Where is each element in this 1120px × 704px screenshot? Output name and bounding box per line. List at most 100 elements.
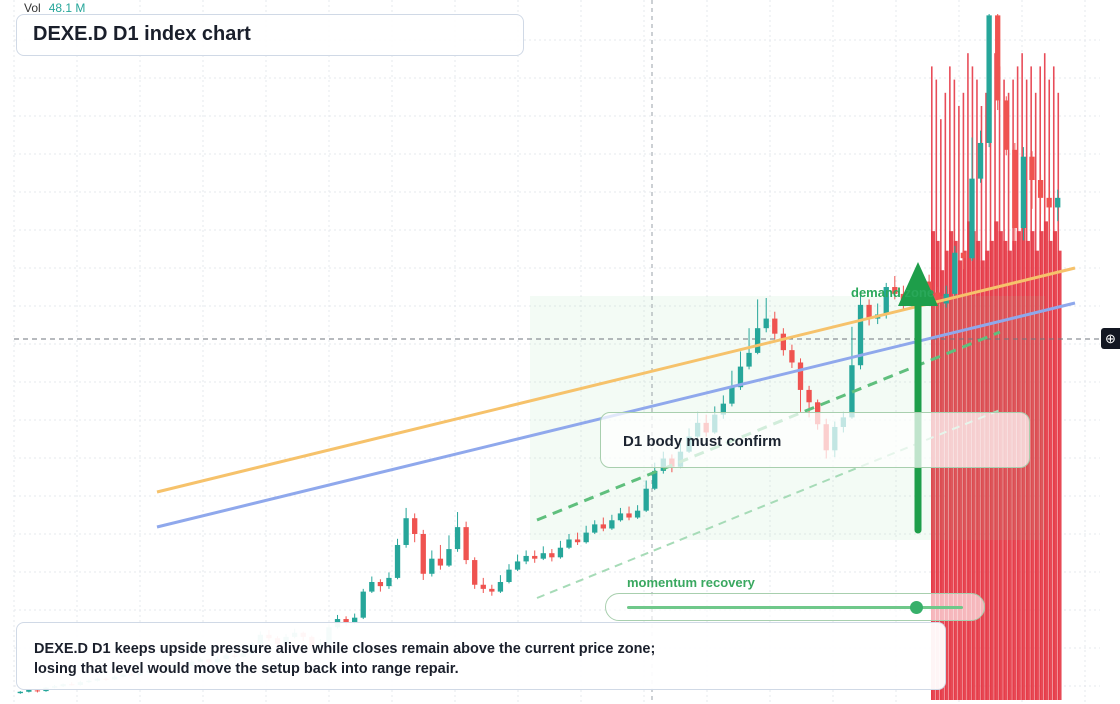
volume-label: Vol: [24, 1, 41, 15]
candle: [532, 550, 538, 563]
candle: [583, 525, 589, 544]
candle: [1012, 142, 1018, 245]
candle: [472, 557, 478, 589]
crosshair-add-icon[interactable]: ⊕: [1101, 328, 1120, 349]
candle: [549, 549, 555, 562]
candle-body: [566, 539, 572, 548]
candle: [643, 480, 649, 513]
candle-body: [1046, 197, 1052, 208]
candle: [377, 579, 384, 592]
candle-body: [343, 619, 349, 624]
candle-body: [977, 142, 984, 179]
candle: [780, 328, 787, 356]
candle: [634, 505, 641, 519]
candle-body: [472, 560, 478, 585]
candle-body: [446, 549, 452, 566]
volume-readout: Vol 48.1 M: [24, 1, 85, 15]
volume-bar-body: [976, 240, 981, 701]
momentum-knob[interactable]: [909, 601, 923, 614]
candle-body: [540, 553, 546, 559]
candle: [394, 538, 401, 580]
candle: [420, 529, 426, 580]
candle: [797, 358, 804, 412]
candle-body: [652, 470, 658, 489]
candle: [412, 513, 418, 543]
momentum-bar: [627, 606, 963, 609]
candle-body: [626, 513, 632, 518]
candle: [969, 137, 975, 261]
candle: [1046, 186, 1052, 231]
volume-bar-body: [1043, 221, 1048, 701]
candle-body: [34, 690, 41, 692]
volume-bar-body: [944, 250, 949, 700]
volume-bar-body: [1007, 250, 1012, 700]
candle-body: [549, 553, 555, 558]
candle-body: [780, 333, 787, 351]
candle-body: [935, 292, 941, 304]
volume-bar-body: [1052, 231, 1058, 701]
candle: [446, 535, 452, 567]
volume-bar-body: [935, 240, 940, 701]
candle: [540, 546, 546, 561]
candle-body: [352, 617, 358, 624]
candle-body: [866, 304, 872, 319]
candle: [523, 550, 529, 565]
candle: [403, 507, 409, 548]
volume-bar-body: [1003, 240, 1008, 701]
candle: [437, 544, 444, 570]
candle-body: [369, 582, 375, 592]
candle-body: [806, 389, 812, 403]
volume-bar-body: [989, 240, 994, 701]
candle: [1020, 147, 1027, 241]
candle: [592, 520, 598, 534]
candle: [952, 245, 958, 297]
demand-zone-label: demand zone: [851, 285, 935, 300]
momentum-slider[interactable]: [605, 593, 985, 621]
candle: [34, 689, 41, 693]
candle-body: [497, 582, 504, 592]
volume-bar-body: [953, 240, 958, 701]
volume-bar-body: [980, 260, 985, 700]
candle-body: [857, 304, 864, 366]
volume-bar-body: [1025, 240, 1030, 701]
volume-bar-body: [962, 250, 967, 700]
candle-body: [574, 539, 581, 543]
confirm-callout: D1 body must confirm: [600, 412, 1030, 468]
candle-body: [463, 527, 469, 561]
candle-body: [532, 555, 538, 559]
candle-body: [952, 252, 958, 294]
candle-body: [643, 488, 649, 511]
volume-bar-body: [985, 250, 990, 700]
candle-body: [763, 318, 769, 329]
candle: [463, 521, 469, 565]
title-card: DEXE.D D1 index chart: [16, 14, 524, 56]
candle-body: [489, 588, 495, 592]
volume-bar-body: [1030, 231, 1035, 701]
candle: [429, 550, 435, 577]
candle: [866, 299, 872, 326]
candle-body: [394, 544, 401, 578]
candle-body: [429, 558, 435, 574]
candle: [626, 506, 632, 521]
candle: [454, 512, 461, 552]
candle: [574, 532, 581, 545]
candle-body: [480, 584, 486, 589]
candle: [506, 564, 512, 584]
candle: [17, 691, 23, 694]
candle-body: [772, 318, 778, 334]
volume-bar-body: [1048, 240, 1053, 701]
candle-body: [617, 513, 624, 521]
candle: [892, 276, 898, 300]
volume-bar-body: [1039, 231, 1044, 701]
candle: [566, 533, 572, 550]
confirm-text: D1 body must confirm: [623, 433, 782, 450]
candle: [386, 572, 392, 589]
support-dashed-line[interactable]: [536, 330, 1001, 522]
candle-body: [746, 352, 752, 367]
summary-line-1: DEXE.D D1 keeps upside pressure alive wh…: [34, 641, 656, 657]
candle: [995, 14, 1001, 111]
candle-body: [609, 520, 615, 529]
candle-body: [960, 252, 967, 259]
candle-body: [412, 518, 418, 534]
candle-body: [789, 350, 795, 363]
